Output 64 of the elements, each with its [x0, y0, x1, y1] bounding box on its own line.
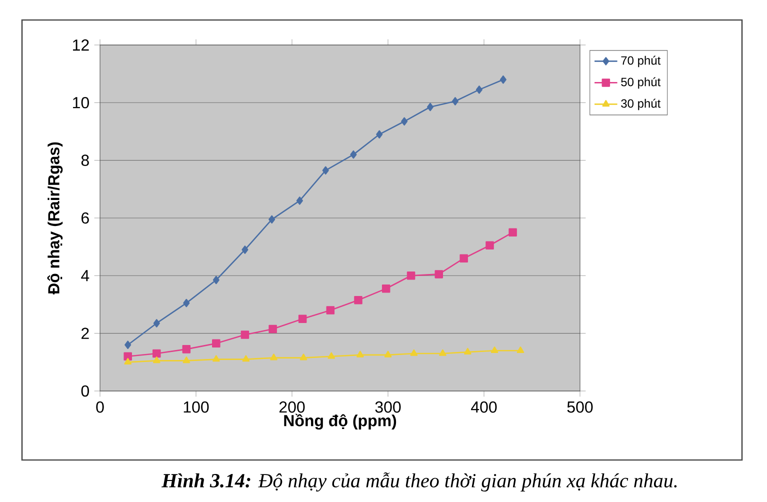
point [439, 349, 446, 356]
point [212, 276, 220, 284]
point [350, 150, 357, 159]
point [328, 352, 336, 359]
point [476, 86, 482, 94]
x-tick-label: 400 [471, 401, 497, 413]
y-tick-label: 10 [73, 97, 89, 108]
point [212, 339, 220, 348]
point [240, 330, 250, 339]
point [298, 314, 307, 324]
x-tick-label: 500 [567, 401, 593, 413]
x-tick-label: 100 [184, 401, 209, 413]
point [270, 354, 278, 360]
point [376, 130, 383, 139]
y-tick-label: 12 [73, 39, 89, 51]
legend-label: 30 phút [621, 98, 661, 110]
point [452, 97, 458, 106]
point [182, 356, 190, 364]
text: Hình 3.14: Độ nhạy của mẫu theo thời gian phún xạ khác nhau. [161, 472, 677, 492]
legend-label: 50 phút [621, 77, 661, 89]
x-tick-label: 200 [279, 401, 305, 413]
point [242, 246, 248, 254]
point [426, 102, 434, 112]
point [182, 345, 191, 354]
point [434, 270, 444, 278]
y-tick-label: 2 [82, 328, 89, 339]
point [401, 117, 408, 126]
point [124, 352, 132, 361]
point [242, 355, 250, 362]
x-tick-label: 300 [375, 401, 401, 413]
point [326, 306, 335, 314]
y-tick-label: 4 [81, 270, 90, 282]
point [268, 324, 277, 334]
point [212, 355, 220, 362]
point [124, 340, 132, 349]
point [500, 75, 506, 84]
point [490, 346, 498, 354]
y-tick-label: 0 [81, 385, 89, 397]
point [460, 254, 468, 262]
point [268, 215, 276, 224]
point [124, 358, 132, 365]
point [354, 296, 362, 304]
y-tick-label: 8 [81, 154, 89, 166]
point [508, 228, 517, 237]
point [356, 350, 364, 358]
point [486, 241, 494, 250]
point [464, 348, 472, 354]
y-axis-title: Độ nhạy (Rair/Rgas) [47, 142, 63, 294]
point [152, 356, 160, 364]
point [183, 298, 190, 308]
point [384, 350, 392, 358]
point [296, 196, 303, 205]
point [516, 346, 524, 354]
x-axis-title: Nồng độ (ppm) [284, 414, 396, 430]
point [152, 349, 161, 358]
legend-label: 70 phút [621, 56, 661, 68]
point [322, 166, 329, 175]
y-tick-label: 6 [82, 212, 89, 224]
point [406, 272, 416, 280]
point [410, 349, 418, 356]
point [382, 284, 390, 293]
x-tick-label: 0 [96, 401, 104, 413]
point [300, 354, 308, 360]
point [153, 319, 160, 328]
